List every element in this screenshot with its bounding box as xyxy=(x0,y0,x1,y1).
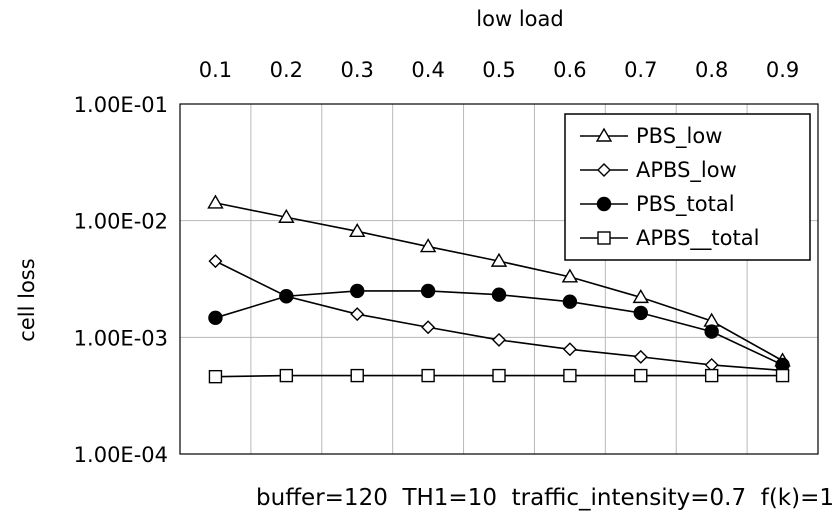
data-point xyxy=(208,254,223,269)
x-tick-label: 0.8 xyxy=(695,58,728,82)
data-point xyxy=(704,368,719,383)
data-point xyxy=(563,368,577,383)
data-point xyxy=(350,307,365,322)
data-point xyxy=(633,349,648,364)
x-tick-label: 0.5 xyxy=(482,58,515,82)
series-layer xyxy=(207,194,791,384)
y-tick-label: 1.00E-04 xyxy=(74,443,168,467)
legend-entry: APBS_low xyxy=(580,158,737,183)
x-tick-label: 0.3 xyxy=(341,58,374,82)
legend-entry: PBS_low xyxy=(580,124,722,149)
data-point xyxy=(561,268,579,283)
legend-entry: PBS_total xyxy=(580,192,735,217)
x-tick-label: 0.6 xyxy=(553,58,586,82)
legend-label: PBS_low xyxy=(636,124,722,149)
data-point xyxy=(207,194,224,209)
y-tick-label: 1.00E-02 xyxy=(74,210,168,234)
x-tick-label: 0.1 xyxy=(199,58,232,82)
data-point xyxy=(421,320,436,335)
legend-entry: APBS__total xyxy=(580,226,759,251)
data-point xyxy=(562,342,577,357)
y-tick-label: 1.00E-01 xyxy=(74,93,168,117)
x-tick-label: 0.2 xyxy=(270,58,303,82)
y-tick-labels: 1.00E-01 1.00E-02 1.00E-03 1.00E-04 xyxy=(74,93,168,467)
data-point xyxy=(421,368,435,383)
data-point xyxy=(350,368,364,383)
x-tick-label: 0.4 xyxy=(411,58,444,82)
series-pbs-total xyxy=(208,283,790,373)
data-point xyxy=(632,288,649,304)
data-point xyxy=(633,305,648,321)
legend-label: PBS_total xyxy=(636,192,735,217)
legend: PBS_low APBS_low PBS_total APBS__total xyxy=(564,113,811,261)
data-point xyxy=(492,332,506,347)
chart-caption: buffer=120 TH1=10 traffic_intensity=0.7 … xyxy=(256,485,834,511)
data-point xyxy=(350,283,365,299)
data-point xyxy=(349,222,366,238)
y-axis-title: cell loss xyxy=(15,258,39,341)
data-point xyxy=(279,368,294,383)
plot-area-frame xyxy=(179,103,819,455)
legend-marker xyxy=(595,127,613,142)
series-line xyxy=(215,290,783,366)
legend-label: APBS__total xyxy=(636,226,759,251)
data-point xyxy=(492,368,506,383)
data-point xyxy=(704,324,719,339)
data-point xyxy=(208,310,223,326)
legend-label: APBS_low xyxy=(636,158,737,183)
x-tick-labels: 0.1 0.2 0.3 0.4 0.5 0.6 0.7 0.8 0.9 xyxy=(199,58,800,82)
y-tick-label: 1.00E-03 xyxy=(74,326,168,350)
data-point xyxy=(491,287,507,302)
series-apbs-total xyxy=(208,368,790,384)
data-point xyxy=(278,208,295,223)
data-point xyxy=(490,252,508,267)
legend-marker xyxy=(597,163,611,177)
data-point xyxy=(775,368,790,383)
data-point xyxy=(279,289,294,304)
series-apbs-low xyxy=(208,254,790,378)
x-axis-title: low load xyxy=(476,7,563,31)
data-point xyxy=(419,238,437,253)
legend-marker xyxy=(596,196,612,212)
x-tick-label: 0.7 xyxy=(624,58,657,82)
x-tick-label: 0.9 xyxy=(766,58,799,82)
data-point xyxy=(420,283,436,299)
data-point xyxy=(208,369,223,384)
legend-marker xyxy=(597,231,611,245)
data-point xyxy=(562,294,578,309)
data-point xyxy=(634,368,648,383)
